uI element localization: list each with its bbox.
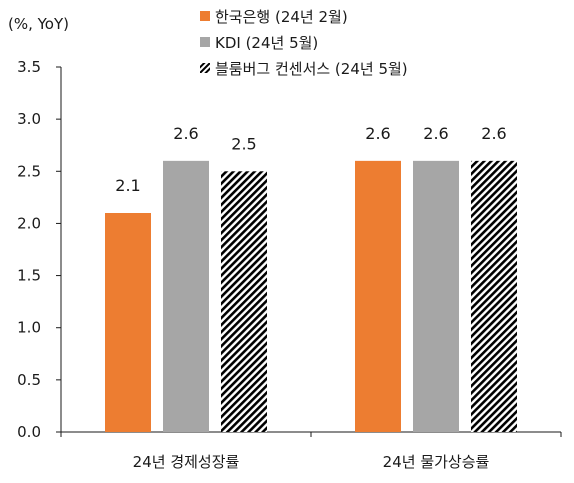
y-axis-unit-label: (%, YoY) bbox=[8, 15, 69, 33]
bar bbox=[163, 160, 209, 432]
data-label: 2.5 bbox=[231, 134, 256, 153]
bar bbox=[413, 160, 459, 432]
y-ticks: 0.0 0.5 1.0 1.5 2.0 2.5 3.0 3.5 bbox=[17, 58, 61, 441]
category-label: 24년 물가상승률 bbox=[383, 453, 490, 471]
y-tick-label: 1.5 bbox=[17, 267, 41, 285]
x-ticks bbox=[60, 432, 562, 437]
legend-swatch bbox=[200, 63, 210, 73]
legend-label: 블룸버그 컨센서스 (24년 5월) bbox=[215, 60, 408, 78]
y-tick-label: 3.5 bbox=[17, 58, 41, 76]
data-label: 2.6 bbox=[481, 124, 506, 143]
bar bbox=[221, 171, 267, 433]
category-label: 24년 경제성장률 bbox=[133, 453, 240, 471]
bar bbox=[471, 160, 517, 432]
data-label: 2.6 bbox=[423, 124, 448, 143]
legend-label: 한국은행 (24년 2월) bbox=[215, 8, 348, 26]
bar bbox=[105, 213, 151, 432]
data-labels: 2.1 2.6 2.5 2.6 2.6 2.6 bbox=[115, 124, 506, 195]
legend-swatch bbox=[200, 37, 210, 47]
legend: 한국은행 (24년 2월) KDI (24년 5월) 블룸버그 컨센서스 (24년 … bbox=[200, 8, 408, 78]
legend-label: KDI (24년 5월) bbox=[215, 34, 318, 52]
legend-swatch bbox=[200, 11, 210, 21]
y-tick-label: 2.5 bbox=[17, 162, 41, 180]
category-labels: 24년 경제성장률 24년 물가상승률 bbox=[133, 453, 490, 471]
data-label: 2.6 bbox=[365, 124, 390, 143]
y-tick-label: 2.0 bbox=[17, 214, 41, 232]
y-tick-label: 0.0 bbox=[17, 423, 41, 441]
bar bbox=[355, 160, 401, 432]
data-label: 2.1 bbox=[115, 176, 140, 195]
y-tick-label: 1.0 bbox=[17, 319, 41, 337]
data-label: 2.6 bbox=[173, 124, 198, 143]
y-tick-label: 3.0 bbox=[17, 110, 41, 128]
bars bbox=[105, 160, 517, 433]
y-tick-label: 0.5 bbox=[17, 371, 41, 389]
